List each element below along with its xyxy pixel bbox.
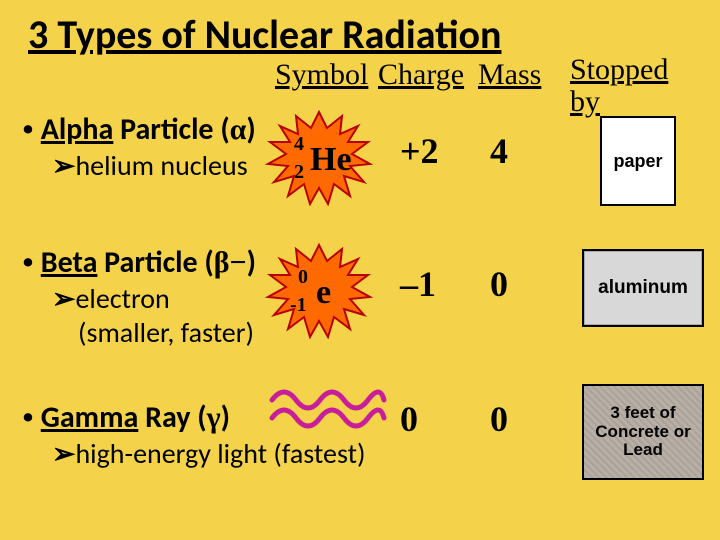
alpha-charge: +2 (400, 130, 439, 172)
alpha-symbol-z: 2 (294, 161, 304, 183)
beta-rest: Particle ( (97, 244, 213, 281)
header-symbol: Symbol (275, 58, 368, 92)
beta-name: Beta (41, 244, 98, 281)
header-stopped-line1: Stopped (570, 54, 668, 86)
gamma-symbol-icon (268, 382, 388, 443)
beta-charge: –1 (400, 263, 436, 305)
bullet-beta: • Beta Particle (β−) (22, 245, 256, 281)
gamma-charge: 0 (400, 398, 418, 440)
arrow-icon: ➢ (52, 281, 75, 316)
gamma-name: Gamma (41, 399, 139, 436)
bullet-alpha: • Alpha Particle (α) (22, 112, 256, 148)
gamma-rest: Ray ( (138, 399, 206, 436)
arrow-icon: ➢ (52, 148, 75, 183)
beta-greek: β− (214, 246, 247, 279)
alpha-close: ) (246, 111, 255, 148)
alpha-mass: 4 (490, 130, 508, 172)
arrow-icon: ➢ (52, 436, 75, 471)
bullet-dot-icon: • (22, 114, 34, 143)
gamma-stopped-by: 3 feet of Concrete or Lead (582, 384, 704, 480)
gamma-greek: γ (207, 401, 221, 434)
gamma-close: ) (221, 399, 230, 436)
alpha-stopped-by: paper (600, 116, 676, 206)
beta-sub2: (smaller, faster) (78, 315, 254, 350)
beta-close: ) (247, 244, 256, 281)
header-charge: Charge (378, 58, 464, 92)
alpha-rest: Particle ( (113, 111, 229, 148)
beta-mass: 0 (490, 263, 508, 305)
beta-stopped-by: aluminum (582, 249, 704, 327)
alpha-symbol-mass: 4 (294, 133, 304, 155)
alpha-name: Alpha (41, 111, 114, 148)
alpha-symbol-icon: He 4 2 (264, 110, 374, 206)
header-mass: Mass (478, 58, 541, 92)
alpha-sub-text: helium nucleus (75, 148, 247, 183)
alpha-greek: α (230, 113, 247, 146)
page-title: 3 Types of Nuclear Radiation (0, 0, 720, 59)
beta-sub: ➢electron (52, 281, 170, 316)
beta-sub-text: electron (75, 281, 169, 316)
beta-symbol-icon: e 0 -1 (264, 243, 374, 339)
beta-symbol-z: -1 (290, 294, 307, 316)
beta-symbol-center: e (316, 274, 331, 311)
bullet-dot-icon: • (22, 247, 34, 276)
bullet-gamma: • Gamma Ray (γ) (22, 400, 230, 436)
alpha-sub: ➢helium nucleus (52, 148, 248, 183)
bullet-dot-icon: • (22, 402, 34, 431)
gamma-mass: 0 (490, 398, 508, 440)
beta-symbol-mass: 0 (298, 266, 308, 288)
alpha-symbol-center: He (310, 141, 352, 178)
header-stopped-line2: by (570, 86, 600, 118)
